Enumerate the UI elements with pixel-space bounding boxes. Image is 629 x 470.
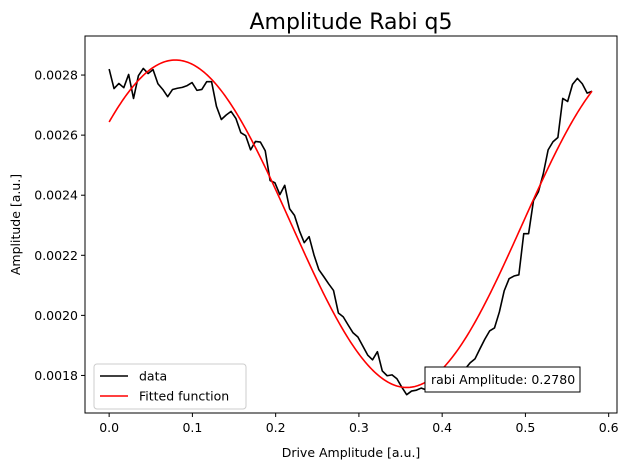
y-axis: 0.0018 0.0020 0.0022 0.0024 0.0026 0.0028 xyxy=(34,68,85,383)
annotation-text: rabi Amplitude: 0.2780 xyxy=(431,372,575,387)
y-axis-title: Amplitude [a.u.] xyxy=(8,174,23,275)
x-tick-label: 0.2 xyxy=(266,420,286,435)
series-layer xyxy=(108,59,593,396)
y-tick-label: 0.0026 xyxy=(34,128,78,143)
y-tick-label: 0.0020 xyxy=(34,308,78,323)
annotation-box xyxy=(424,366,581,393)
y-tick-label: 0.0028 xyxy=(34,68,78,83)
chart-title: Amplitude Rabi q5 xyxy=(249,10,452,35)
legend-frame xyxy=(93,363,247,410)
x-axis: 0.0 0.1 0.2 0.3 0.4 0.5 0.6 xyxy=(99,413,619,435)
x-tick-label: 0.5 xyxy=(515,420,535,435)
x-tick-label: 0.1 xyxy=(182,420,202,435)
x-tick-label: 0.3 xyxy=(349,420,369,435)
x-tick-label: 0.4 xyxy=(432,420,452,435)
series-line-data xyxy=(108,67,593,396)
x-tick-label: 0.0 xyxy=(99,420,119,435)
y-tick-label: 0.0018 xyxy=(34,368,78,383)
plot-area xyxy=(84,35,618,414)
y-tick-label: 0.0024 xyxy=(34,188,78,203)
legend-label-data: data xyxy=(139,369,167,384)
legend-label-fitted-function: Fitted function xyxy=(139,389,229,404)
series-line-fitted-function xyxy=(108,59,593,389)
fit-annotation: rabi Amplitude: 0.2780 xyxy=(424,366,581,393)
plot-frame xyxy=(84,35,618,414)
y-tick-label: 0.0022 xyxy=(34,248,78,263)
legend: data Fitted function xyxy=(93,363,247,410)
x-axis-title: Drive Amplitude [a.u.] xyxy=(282,445,421,460)
x-tick-label: 0.6 xyxy=(599,420,619,435)
